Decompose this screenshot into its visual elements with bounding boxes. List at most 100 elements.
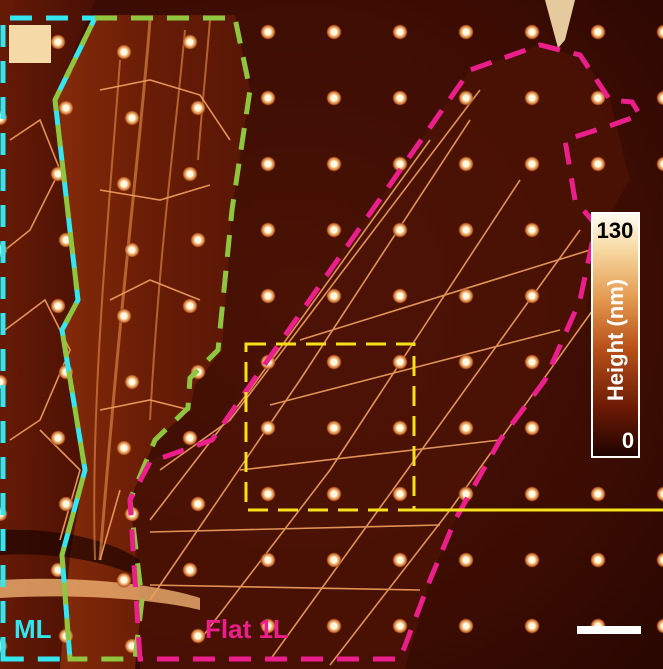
wrinkle-ridge bbox=[239, 439, 501, 471]
wrinkle-ridge bbox=[149, 584, 421, 591]
pillar-core bbox=[660, 94, 663, 102]
pillar-core bbox=[396, 556, 404, 564]
wrinkle-ridge bbox=[99, 184, 211, 201]
pillar-core bbox=[264, 490, 272, 498]
pillar-core bbox=[594, 490, 602, 498]
pillar-core bbox=[54, 302, 62, 310]
pillar-core bbox=[330, 94, 338, 102]
colorbar-max-label: 130 bbox=[597, 218, 634, 243]
pillar bbox=[656, 618, 663, 634]
folded-edge bbox=[0, 578, 200, 610]
pillar bbox=[656, 486, 663, 502]
dark-fold bbox=[0, 529, 140, 575]
pillar-core bbox=[462, 292, 470, 300]
pillar-core bbox=[396, 622, 404, 630]
pillar-core bbox=[660, 490, 663, 498]
pillar-core bbox=[462, 358, 470, 366]
pillar-core bbox=[462, 490, 470, 498]
pillar-core bbox=[186, 566, 194, 574]
pillar-core bbox=[120, 312, 128, 320]
pillar-core bbox=[186, 434, 194, 442]
colorbar-gradient bbox=[591, 212, 640, 458]
pillar-core bbox=[0, 378, 4, 386]
zoom-region-box bbox=[244, 342, 416, 512]
pillar bbox=[656, 90, 663, 106]
wrinkle-ridge bbox=[99, 79, 231, 141]
pillar-core bbox=[264, 94, 272, 102]
pillar-core bbox=[528, 358, 536, 366]
pillar-array bbox=[0, 24, 663, 654]
scale-bar bbox=[577, 626, 641, 634]
pillar-core bbox=[528, 28, 536, 36]
pillar-core bbox=[660, 622, 663, 630]
top-edge-feature bbox=[545, 0, 575, 48]
pillar-core bbox=[528, 292, 536, 300]
wrinkle-ridge bbox=[149, 524, 441, 533]
pillar-core bbox=[54, 434, 62, 442]
wrinkle-ridge bbox=[299, 249, 591, 341]
pillar-core bbox=[462, 556, 470, 564]
wrinkle-ridge bbox=[109, 279, 201, 301]
colorbar-min-label: 0 bbox=[622, 428, 634, 453]
pillar-core bbox=[128, 642, 136, 650]
pillar bbox=[656, 552, 663, 568]
pillar-core bbox=[396, 358, 404, 366]
pillar-core bbox=[120, 48, 128, 56]
pillar-core bbox=[396, 490, 404, 498]
pillar bbox=[656, 24, 663, 40]
wrinkle-ridge bbox=[149, 119, 471, 601]
pillar-core bbox=[264, 556, 272, 564]
pillar-core bbox=[194, 500, 202, 508]
flat-1l-film-area bbox=[130, 45, 630, 669]
pillar-core bbox=[120, 576, 128, 584]
pillar-core bbox=[330, 292, 338, 300]
pillar-core bbox=[594, 160, 602, 168]
pillar-core bbox=[528, 622, 536, 630]
pillar-core bbox=[528, 424, 536, 432]
pillar-core bbox=[528, 490, 536, 498]
pillar-core bbox=[462, 424, 470, 432]
pillar-core bbox=[660, 556, 663, 564]
ml-region-outline bbox=[0, 15, 100, 662]
pillar-core bbox=[128, 114, 136, 122]
panel-label-box bbox=[9, 25, 51, 63]
pillar-core bbox=[264, 424, 272, 432]
pillar-core bbox=[186, 38, 194, 46]
pillar-core bbox=[186, 302, 194, 310]
pillar-core bbox=[264, 226, 272, 234]
pillar-core bbox=[462, 622, 470, 630]
pillar-core bbox=[62, 104, 70, 112]
wrinkle-ridge bbox=[159, 89, 481, 471]
pillar-core bbox=[330, 622, 338, 630]
pillar-core bbox=[396, 292, 404, 300]
pillar-core bbox=[264, 292, 272, 300]
colorbar-title: Height (nm) bbox=[603, 279, 628, 401]
pillar-core bbox=[528, 556, 536, 564]
pillar-core bbox=[194, 104, 202, 112]
pillar-core bbox=[120, 444, 128, 452]
pillar-core bbox=[462, 94, 470, 102]
pillar-core bbox=[194, 632, 202, 640]
pillar-core bbox=[62, 236, 70, 244]
wrinkle-ridge bbox=[4, 298, 71, 441]
pillar-core bbox=[528, 226, 536, 234]
wrinkle-ridge bbox=[199, 179, 521, 641]
pillar-core bbox=[594, 556, 602, 564]
pillar-core bbox=[330, 358, 338, 366]
colorbar: 130 0 Height (nm) bbox=[591, 212, 640, 458]
pillar-core bbox=[54, 170, 62, 178]
flat-1l-region-outline bbox=[127, 42, 644, 662]
pillar-core bbox=[186, 170, 194, 178]
pillar-core bbox=[594, 94, 602, 102]
wrinkle-ridge bbox=[99, 399, 191, 411]
pillar-core bbox=[264, 28, 272, 36]
pillar-core bbox=[462, 226, 470, 234]
ml-label: ML bbox=[14, 614, 52, 644]
pillar-core bbox=[528, 94, 536, 102]
wrinkle-ridge bbox=[149, 139, 431, 521]
bilayer-streaks bbox=[93, 19, 211, 561]
pillar-core bbox=[128, 378, 136, 386]
pillar-core bbox=[330, 28, 338, 36]
pillar-core bbox=[330, 490, 338, 498]
